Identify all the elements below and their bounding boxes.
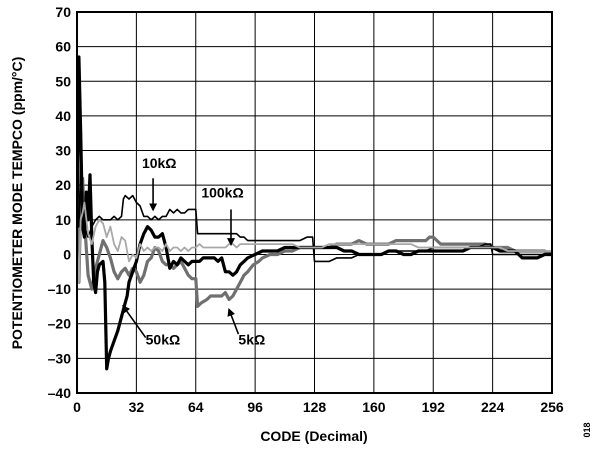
y-tick-label: –20 — [48, 316, 72, 332]
x-tick-label: 128 — [303, 399, 327, 415]
x-tick-label: 192 — [422, 399, 446, 415]
series-annotations: 10kΩ 100kΩ 50kΩ 5kΩ — [122, 155, 265, 348]
annotation-label: 100kΩ — [201, 184, 243, 200]
x-tick-label: 160 — [362, 399, 386, 415]
y-tick-label: 0 — [63, 246, 71, 262]
x-tick-labels: 0 32 64 96 128 160 192 224 256 — [73, 399, 564, 415]
annotation-label: 10kΩ — [142, 155, 177, 171]
y-tick-label: 70 — [55, 4, 71, 20]
series-line-5k — [77, 176, 552, 308]
y-tick-label: 10 — [55, 212, 71, 228]
x-tick-label: 64 — [188, 399, 204, 415]
y-tick-label: 30 — [55, 143, 71, 159]
x-tick-label: 32 — [129, 399, 145, 415]
plot-frame — [76, 11, 553, 394]
x-tick-label: 96 — [247, 399, 263, 415]
annotation-arrow — [122, 304, 147, 339]
x-axis-label: CODE (Decimal) — [260, 428, 367, 444]
annotation-label: 50kΩ — [146, 332, 181, 348]
y-axis-label: POTENTIOMETER MODE TEMPCO (ppm/°C) — [9, 57, 25, 350]
y-tick-label: 60 — [55, 39, 71, 55]
y-tick-label: –30 — [48, 350, 72, 366]
y-tick-label: –10 — [48, 281, 72, 297]
figure-id-label: 018 — [582, 422, 592, 437]
x-tick-label: 224 — [481, 399, 505, 415]
x-tick-label: 256 — [540, 399, 564, 415]
y-tick-label: 40 — [55, 108, 71, 124]
annotation-arrow — [227, 308, 240, 335]
annotation-label: 5kΩ — [238, 332, 265, 348]
y-tick-label: 20 — [55, 177, 71, 193]
y-tick-label: –40 — [48, 385, 72, 401]
x-tick-label: 0 — [73, 399, 81, 415]
grid-lines — [77, 12, 552, 393]
y-tick-label: 50 — [55, 73, 71, 89]
series-line-50k — [77, 55, 552, 371]
y-tick-labels: –40 –30 –20 –10 0 10 20 30 40 50 60 70 — [48, 4, 72, 401]
